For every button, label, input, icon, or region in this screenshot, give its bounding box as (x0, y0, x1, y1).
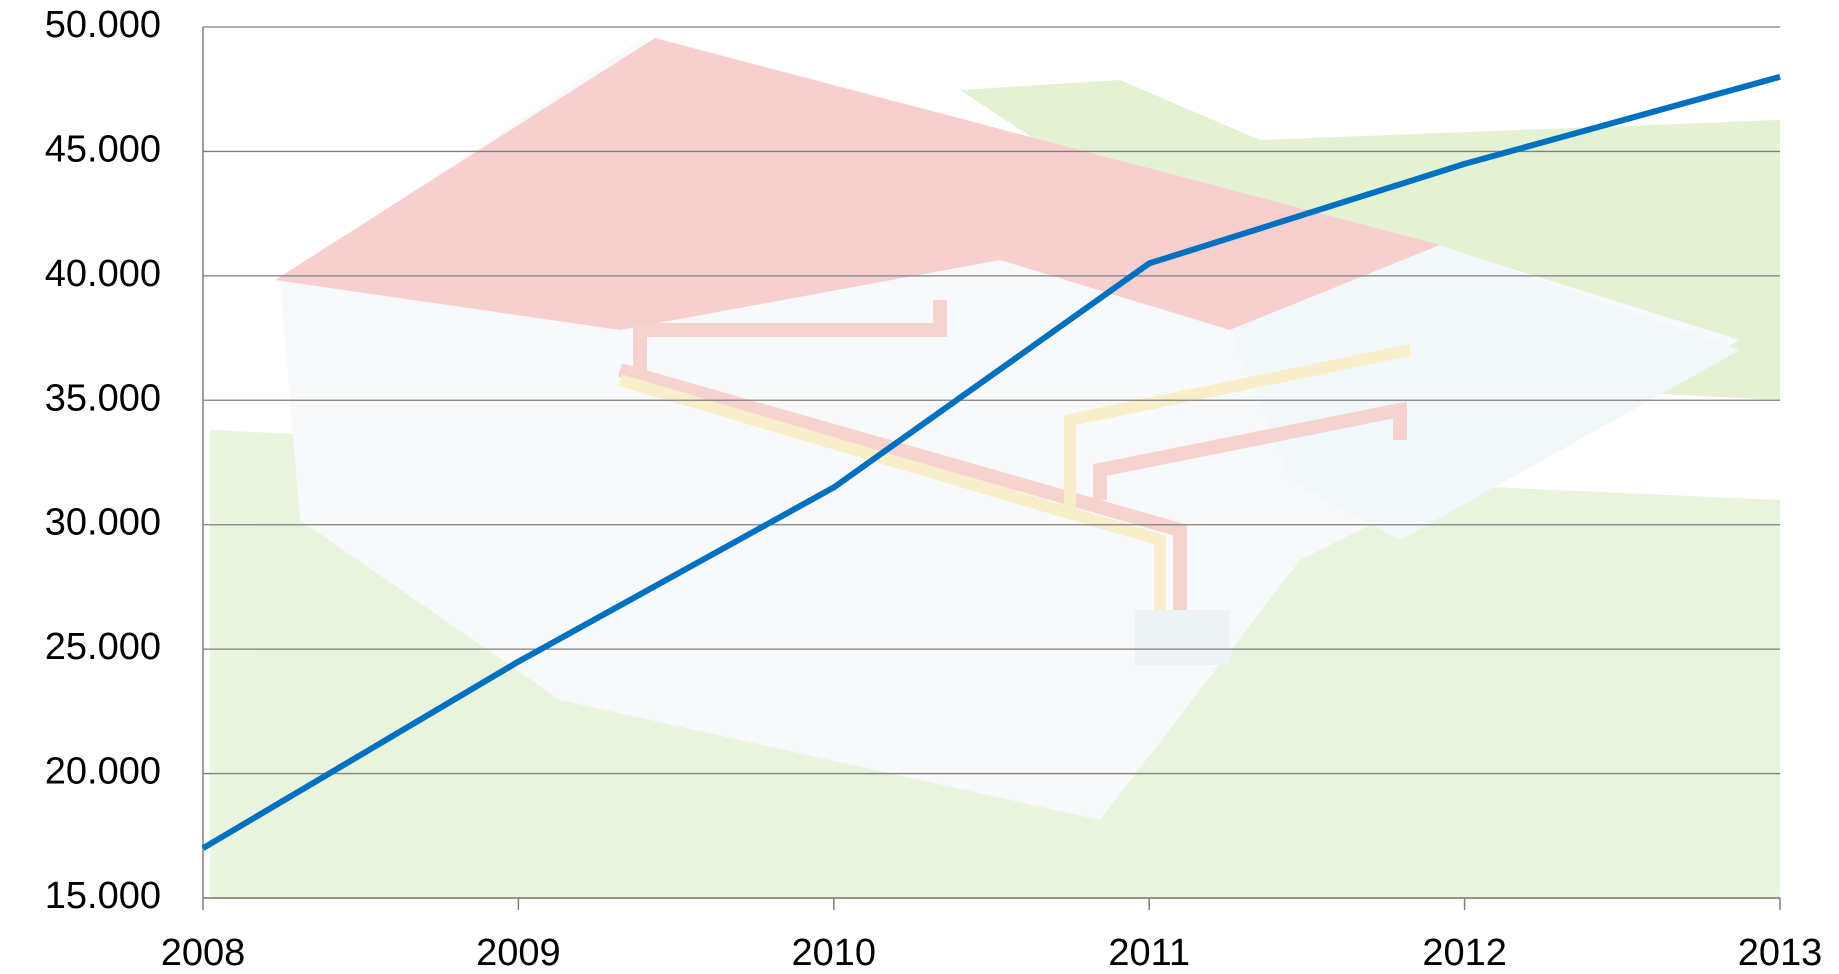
y-tick-label: 45.000 (45, 128, 161, 170)
background-illustration (210, 38, 1780, 898)
y-tick-label: 20.000 (45, 751, 161, 793)
y-tick-label: 50.000 (45, 4, 161, 46)
data-line (201, 73, 1781, 851)
x-tick-label: 2010 (792, 932, 877, 974)
x-tick-label: 2009 (476, 932, 561, 974)
y-tick-label: 25.000 (45, 626, 161, 668)
x-tick-label: 2011 (1108, 932, 1190, 974)
y-tick-label: 35.000 (45, 377, 161, 419)
y-tick-label: 30.000 (45, 502, 161, 544)
y-tick-label: 15.000 (45, 875, 161, 917)
x-tick-label: 2008 (161, 932, 246, 974)
y-tick-label: 40.000 (45, 253, 161, 295)
x-tick-label: 2013 (1738, 932, 1823, 974)
x-tick-label: 2012 (1422, 932, 1507, 974)
